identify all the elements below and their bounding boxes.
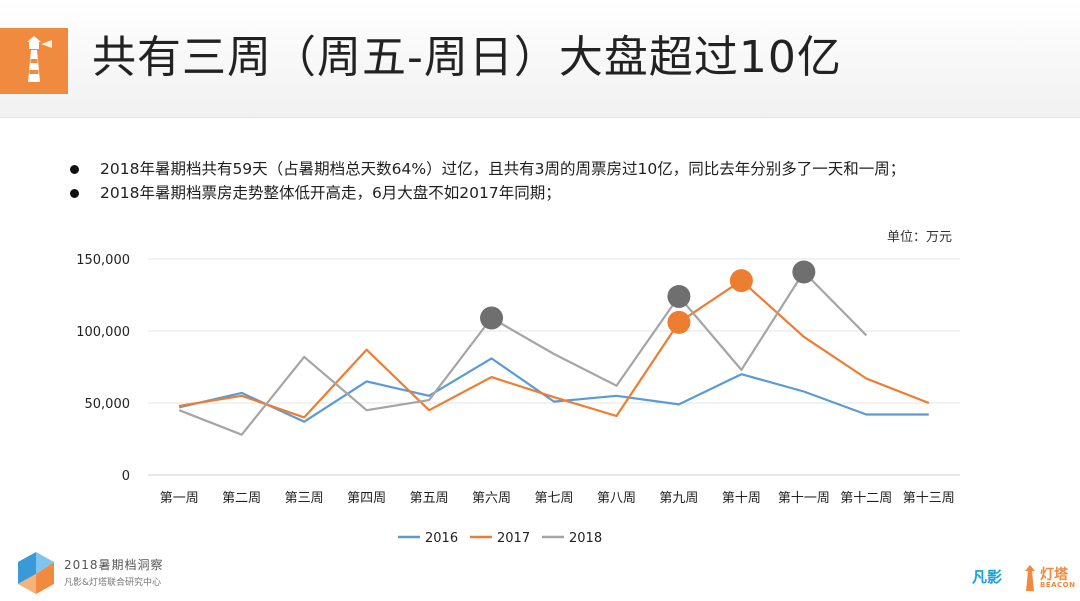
fanying-logo: 凡影 — [972, 568, 1003, 586]
x-tick-label: 第五周 — [410, 491, 449, 506]
legend-label: 2018 — [569, 531, 602, 546]
x-tick-label: 第十三周 — [903, 491, 955, 506]
y-tick-label: 0 — [122, 469, 130, 484]
beacon-subtext: BEACON — [1040, 581, 1076, 589]
legend-label: 2016 — [425, 531, 458, 546]
highlight-marker — [667, 284, 691, 308]
x-tick-label: 第六周 — [472, 491, 511, 506]
highlight-marker — [729, 269, 753, 293]
x-tick-label: 第十二周 — [840, 491, 892, 506]
report-title: 2018暑期档洞察 — [64, 558, 164, 572]
series-line-2018 — [178, 270, 868, 436]
x-tick-label: 第三周 — [285, 491, 324, 506]
y-tick-label: 100,000 — [76, 325, 130, 340]
x-tick-label: 第十一周 — [778, 491, 830, 506]
series-line-2016 — [178, 357, 929, 423]
beacon-logo: 灯塔 BEACON — [1022, 562, 1076, 594]
series-line-2017 — [179, 279, 930, 419]
x-tick-label: 第二周 — [222, 491, 261, 506]
slide-header: 共有三周（周五-周日）大盘超过10亿 — [0, 0, 1080, 118]
highlight-marker — [792, 260, 816, 284]
lighthouse-icon — [0, 28, 68, 94]
bullet-item: 2018年暑期档共有59天（占暑期档总天数64%）过亿，且共有3周的周票房过10… — [64, 157, 905, 181]
y-tick-label: 50,000 — [85, 397, 131, 412]
x-tick-label: 第十周 — [722, 491, 761, 506]
y-tick-label: 150,000 — [76, 253, 130, 268]
x-tick-label: 第七周 — [534, 491, 573, 506]
x-tick-label: 第八周 — [597, 491, 636, 506]
x-tick-label: 第九周 — [659, 491, 698, 506]
x-tick-label: 第四周 — [347, 491, 386, 506]
beacon-text: 灯塔 — [1040, 567, 1068, 583]
highlight-marker — [667, 310, 691, 334]
x-tick-label: 第一周 — [160, 491, 199, 506]
report-subtitle: 凡影&灯塔联合研究中心 — [64, 578, 162, 588]
bullet-list: 2018年暑期档共有59天（占暑期档总天数64%）过亿，且共有3周的周票房过10… — [64, 157, 905, 205]
bullet-item: 2018年暑期档票房走势整体低开高走，6月大盘不如2017年同期； — [64, 181, 905, 205]
report-logo-icon — [14, 548, 60, 594]
unit-label: 单位：万元 — [886, 230, 952, 245]
page-title: 共有三周（周五-周日）大盘超过10亿 — [92, 32, 842, 83]
beacon-lighthouse-icon — [1025, 565, 1035, 591]
highlight-marker — [480, 306, 504, 330]
legend-label: 2017 — [497, 531, 530, 546]
report-footer: 2018暑期档洞察 凡影&灯塔联合研究中心 — [64, 556, 164, 588]
